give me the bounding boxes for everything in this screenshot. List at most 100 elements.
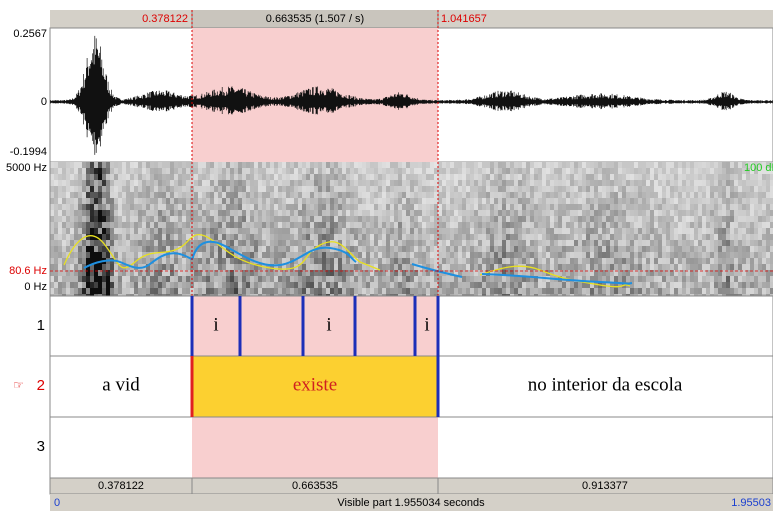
spectrogram-cell (558, 168, 562, 174)
spectrogram-cell (654, 258, 658, 264)
spectrogram-cell (738, 282, 742, 288)
spectrogram-cell (354, 228, 358, 234)
spectrogram-cell (302, 180, 306, 186)
spectrogram-cell (550, 162, 554, 168)
interval-text[interactable]: a vid (102, 374, 140, 395)
spectrogram-cell (294, 282, 298, 288)
spectrogram-cell (58, 162, 62, 168)
spectrogram-cell (242, 240, 246, 246)
spectrogram-cell (478, 204, 482, 210)
spectrogram-cell (694, 246, 698, 252)
spectrogram-cell (454, 210, 458, 216)
spectrogram-cell (470, 162, 474, 168)
spectrogram-cell (302, 192, 306, 198)
spectrogram-cell (598, 252, 602, 258)
spectrogram-cell (314, 198, 318, 204)
spectrogram-cell (594, 234, 598, 240)
interval-text[interactable]: existe (293, 374, 337, 395)
tier-label[interactable]: 3 (37, 438, 45, 455)
spectrogram-cell (746, 228, 750, 234)
spectrogram-cell (82, 180, 86, 186)
spectrogram-cell (194, 228, 198, 234)
spectrogram-cell (358, 282, 362, 288)
spectrogram-cell (734, 240, 738, 246)
spectrogram-cell (686, 192, 690, 198)
spectrogram-cell (54, 204, 58, 210)
spectrogram-cell (630, 234, 634, 240)
spectrogram-cell (94, 240, 98, 246)
spectrogram-cell (254, 216, 258, 222)
spectrogram-cell (290, 210, 294, 216)
spectrogram-cell (486, 174, 490, 180)
spectrogram-cell (646, 162, 650, 168)
spectrogram-cell (486, 264, 490, 270)
spectrogram-cell (430, 186, 434, 192)
spectrogram-cell (722, 234, 726, 240)
spectrogram-cell (702, 288, 706, 294)
spectrogram-cell (246, 198, 250, 204)
spectrogram-cell (610, 246, 614, 252)
spectrogram-cell (370, 162, 374, 168)
spectrogram-cell (646, 276, 650, 282)
spectrogram-cell (518, 168, 522, 174)
spectrogram-cell (206, 168, 210, 174)
spectrogram-cell (462, 276, 466, 282)
spectrogram-cell (422, 174, 426, 180)
spectrogram-cell (578, 222, 582, 228)
interval-text[interactable]: i (326, 314, 331, 335)
spectrogram-cell (470, 252, 474, 258)
spectrogram-cell (710, 222, 714, 228)
spectrogram-cell (166, 174, 170, 180)
spectrogram-cell (250, 174, 254, 180)
spectrogram-cell (662, 192, 666, 198)
spectrogram-cell (342, 168, 346, 174)
spectrogram-cell (258, 252, 262, 258)
spectrogram-cell (90, 186, 94, 192)
spectrogram-cell (262, 246, 266, 252)
interval-text[interactable]: no interior da escola (528, 374, 683, 395)
spectrogram-cell (174, 174, 178, 180)
spectrogram-cell (150, 180, 154, 186)
spectrogram-cell (706, 264, 710, 270)
spectrogram-cell (406, 222, 410, 228)
spectrogram-cell (278, 246, 282, 252)
tier-label[interactable]: 1 (37, 317, 45, 334)
spectrogram-cell (594, 246, 598, 252)
spectrogram-cell (210, 174, 214, 180)
spectrogram-cell (402, 258, 406, 264)
spectrogram-cell (686, 162, 690, 168)
spectrogram-cell (386, 240, 390, 246)
spectrogram-cell (590, 234, 594, 240)
spectrogram-cell (78, 222, 82, 228)
spectrogram-cell (246, 240, 250, 246)
spectrogram-cell (66, 192, 70, 198)
spectrogram-cell (98, 228, 102, 234)
spectrogram-cell (262, 198, 266, 204)
spectrogram-cell (202, 198, 206, 204)
interval-text[interactable]: i (424, 314, 429, 335)
spectrogram-cell (666, 168, 670, 174)
spectrogram-cell (570, 162, 574, 168)
spectrogram-cell (710, 192, 714, 198)
spectrogram-cell (138, 240, 142, 246)
spectrogram-cell (66, 264, 70, 270)
spectrogram-cell (306, 204, 310, 210)
spectrogram-cell (106, 210, 110, 216)
spectrogram-cell (746, 186, 750, 192)
spectrogram-cell (618, 168, 622, 174)
visible-duration: Visible part 1.955034 seconds (337, 497, 485, 509)
interval-text[interactable]: i (213, 314, 218, 335)
spectrogram-cell (590, 198, 594, 204)
spectrogram-cell (138, 180, 142, 186)
spectrogram-cell (714, 258, 718, 264)
duration-bar[interactable] (50, 478, 773, 494)
tier-label[interactable]: 2 (37, 377, 45, 394)
spectrogram-cell (170, 198, 174, 204)
spectrogram-cell (166, 264, 170, 270)
spectrogram-cell (742, 228, 746, 234)
spectrogram-cell (730, 198, 734, 204)
spectrogram-cell (170, 228, 174, 234)
spectrogram-cell (590, 180, 594, 186)
spectrogram-cell (150, 222, 154, 228)
spectrogram-cell (354, 216, 358, 222)
